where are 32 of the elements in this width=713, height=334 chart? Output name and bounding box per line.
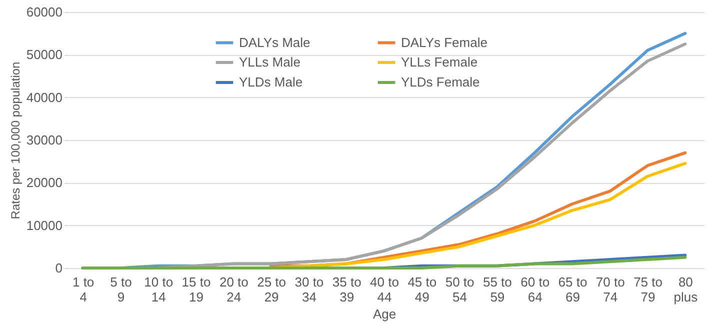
x-tick-label: 45 to 49 (408, 274, 437, 304)
x-tick-label: 35 to 39 (332, 274, 362, 304)
y-axis-title: Rates per 100,000 population (8, 62, 22, 220)
x-tick-label: 1 to 4 (72, 274, 94, 304)
x-tick-label: 25 to 29 (257, 274, 286, 304)
x-tick-label: 5 to 9 (110, 274, 132, 304)
legend-label: YLLs Female (401, 54, 478, 70)
x-tick-label: 80 plus (674, 274, 698, 304)
x-tick-label: 15 to 19 (182, 274, 211, 304)
x-tick-label: 70 to 74 (596, 274, 625, 304)
x-tick-label: 40 to 44 (370, 274, 399, 304)
x-tick-label: 10 to 14 (144, 274, 174, 304)
x-tick-label: 55 to 59 (482, 274, 512, 304)
y-tick-label: 30000 (26, 132, 62, 148)
y-tick-label: 20000 (26, 175, 62, 190)
x-tick-label: 30 to 34 (294, 274, 324, 304)
y-tick-label: 50000 (26, 47, 62, 62)
x-tick-label: 65 to 69 (558, 274, 588, 304)
y-tick-label: 10000 (26, 218, 62, 233)
x-tick-label: 50 to 54 (445, 274, 474, 304)
x-axis-title: Age (372, 306, 396, 322)
legend-label: YLDs Female (401, 74, 480, 90)
legend-label: YLDs Male (239, 74, 303, 90)
legend-label: DALYs Female (401, 34, 488, 50)
legend-label: YLLs Male (239, 54, 300, 70)
y-tick-label: 40000 (26, 90, 62, 105)
legend-label: DALYs Male (239, 34, 310, 50)
x-tick-label: 60 to 64 (520, 274, 550, 304)
y-tick-label: 60000 (26, 4, 62, 20)
y-tick-label: 0 (55, 260, 62, 276)
x-tick-label: 20 to 24 (219, 274, 248, 304)
x-tick-label: 75 to 79 (634, 274, 662, 304)
